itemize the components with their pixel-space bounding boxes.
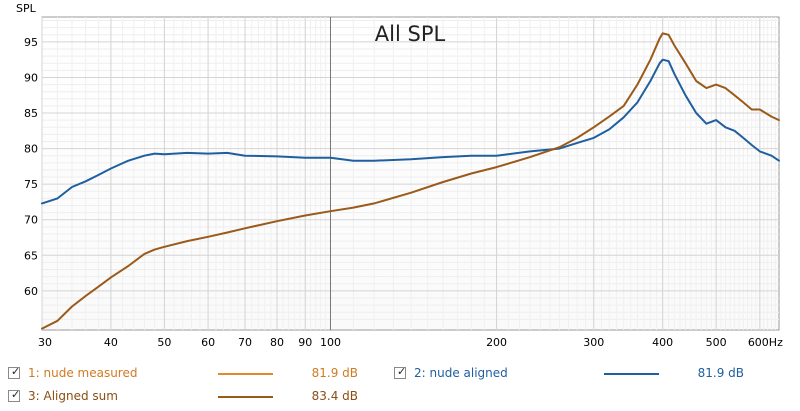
legend-swatch-nude-aligned	[604, 373, 659, 375]
series-line-nude-aligned	[41, 58, 780, 205]
checkmark-icon: ✓	[397, 365, 407, 378]
checkmark-icon: ✓	[11, 365, 21, 378]
x-tick-label: 80	[270, 336, 284, 349]
x-tick-label: 50	[157, 336, 171, 349]
y-axis-label: SPL	[16, 2, 37, 15]
legend-checkbox-nude-aligned[interactable]: ✓	[394, 365, 407, 379]
legend-checkbox-nude-measured[interactable]: ✓	[8, 365, 21, 379]
y-tick-label: 80	[24, 143, 38, 156]
x-tick-label: 100	[320, 336, 341, 349]
x-tick-label: 400	[652, 336, 673, 349]
x-tick-label: 90	[298, 336, 312, 349]
y-tick-label: 95	[24, 36, 38, 49]
legend-swatch-nude-measured	[218, 373, 273, 375]
x-tick-label: 70	[238, 336, 252, 349]
x-tick-label: 200	[486, 336, 507, 349]
series-line-aligned-sum	[41, 32, 780, 330]
legend-value-nude-aligned: 81.9 dB	[697, 366, 744, 380]
y-tick-label: 75	[24, 178, 38, 191]
spl-chart: 30 40 50 60 70 80 90 100 200 300 400 500 600Hz 60 65 7…	[16, 2, 783, 349]
chart-title: All SPL	[375, 22, 446, 46]
y-tick-label: 85	[24, 107, 38, 120]
x-tick-label: 40	[104, 336, 118, 349]
y-tick-label: 90	[24, 71, 38, 84]
legend-item-nude-aligned: ✓ 2: nude aligned 81.9 dB	[394, 365, 754, 384]
legend-swatch-aligned-sum	[218, 396, 273, 398]
x-tick-label: 30	[38, 336, 52, 349]
legend-checkbox-aligned-sum[interactable]: ✓	[8, 388, 21, 402]
legend-label-aligned-sum: 3: Aligned sum	[28, 389, 118, 403]
x-tick-label: 60	[201, 336, 215, 349]
legend-label-nude-measured: 1: nude measured	[28, 366, 138, 380]
y-tick-label: 70	[24, 214, 38, 227]
x-tick-label: 300	[583, 336, 604, 349]
legend-value-aligned-sum: 83.4 dB	[311, 389, 358, 403]
y-tick-label: 65	[24, 249, 38, 262]
x-tick-label: 600Hz	[748, 336, 783, 349]
checkmark-icon: ✓	[11, 388, 21, 401]
legend-label-nude-aligned: 2: nude aligned	[414, 366, 508, 380]
legend-item-nude-measured: ✓ 1: nude measured 81.9 dB	[8, 365, 368, 384]
y-tick-label: 60	[24, 285, 38, 298]
legend-item-aligned-sum: ✓ 3: Aligned sum 83.4 dB	[8, 388, 368, 407]
x-tick-label: 500	[706, 336, 727, 349]
legend-value-nude-measured: 81.9 dB	[311, 366, 358, 380]
legend: ✓ 1: nude measured 81.9 dB ✓ 2: nude ali…	[0, 360, 800, 411]
